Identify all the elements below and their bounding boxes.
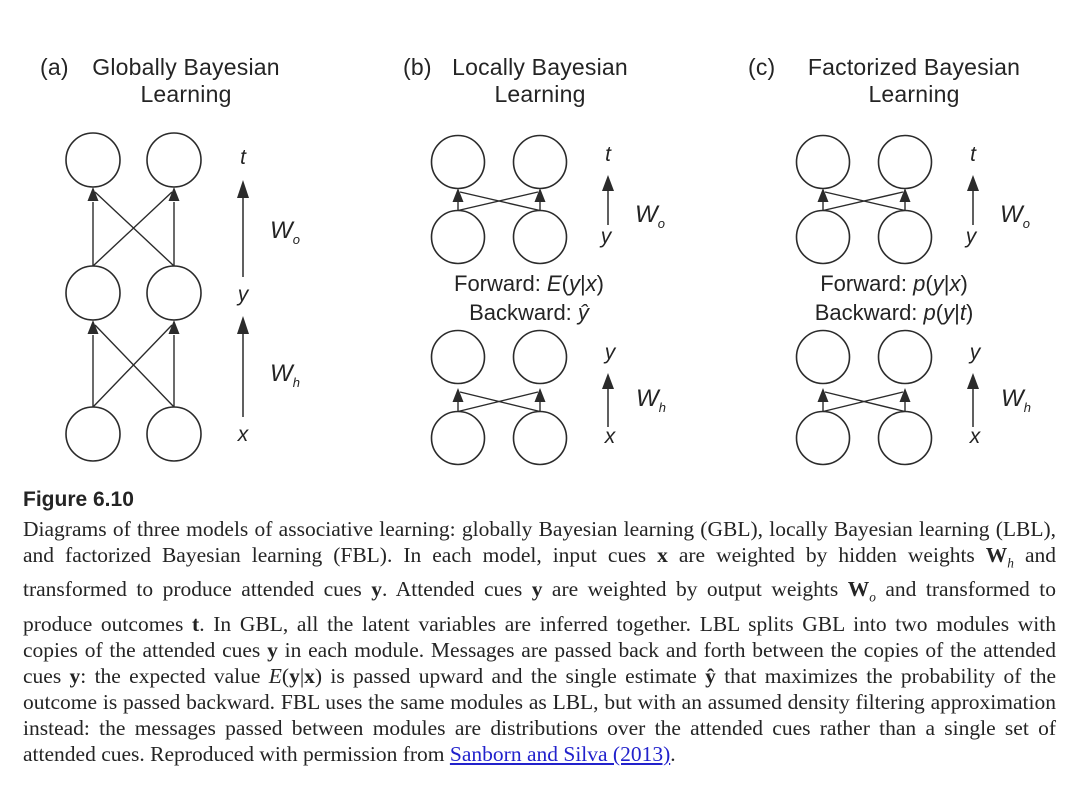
label-w-output: Wo <box>1000 201 1030 231</box>
panel-title-line1: Factorized Bayesian <box>807 54 1021 80</box>
weight-arrow-wh <box>602 373 614 427</box>
attended-nodes <box>65 265 202 321</box>
label-x: x <box>604 425 616 448</box>
label-t: t <box>240 146 246 169</box>
fbl-network-svg <box>795 134 979 466</box>
weight-arrow-wo <box>967 175 979 225</box>
weight-arrow-wo <box>237 180 249 277</box>
panel-title-line2: Learning <box>868 81 960 107</box>
outcome-nodes <box>65 132 202 188</box>
panel-title-text-fbl: Factorized Bayesian Learning <box>799 54 1029 108</box>
diagram-panel-lbl: t y y x Wo Wh <box>420 125 670 470</box>
panel-title-text-gbl: Globally Bayesian Learning <box>86 54 286 108</box>
panel-tag-b: (b) <box>403 54 432 80</box>
lower-module-arrows <box>457 391 541 413</box>
upper-module-arrows <box>457 191 541 212</box>
diagram-panel-gbl: t y x Wo Wh <box>40 125 310 470</box>
weight-arrow-wh <box>237 316 249 417</box>
label-w-hidden: Wh <box>1001 385 1031 415</box>
panel-title-lbl: (b) Locally Bayesian Learning <box>403 54 663 110</box>
weight-arrow-wh <box>967 373 979 427</box>
outcome-nodes <box>430 134 568 190</box>
panel-title-line2: Learning <box>494 81 586 107</box>
lower-module-arrowheads <box>452 388 546 402</box>
diagram-panel-fbl: t y y x Wo Wh <box>785 125 1035 470</box>
panel-title-line2: Learning <box>140 81 232 107</box>
attended-copy-lower-nodes <box>795 329 933 385</box>
input-nodes <box>795 410 933 466</box>
attended-copy-upper-nodes <box>430 209 568 265</box>
w-char: W <box>635 201 658 228</box>
attended-copy-lower-nodes <box>430 329 568 385</box>
label-t: t <box>605 143 611 166</box>
label-y-upper: y <box>600 225 612 248</box>
w-char: W <box>636 385 659 412</box>
w-sub-o: o <box>292 232 300 247</box>
fbl-backward-message: Backward: p(y|t) <box>814 300 974 325</box>
upper-module-arrowheads <box>452 188 546 202</box>
gbl-network-svg <box>65 132 249 462</box>
label-y-lower: y <box>969 341 981 364</box>
panel-title-gbl: (a) Globally Bayesian Learning <box>40 54 300 110</box>
attended-copy-upper-nodes <box>795 209 933 265</box>
figure-caption: Figure 6.10 Diagrams of three models of … <box>23 487 1056 767</box>
weight-arrow-wo <box>602 175 614 225</box>
arrowheads-upper <box>87 187 180 201</box>
label-y-lower: y <box>604 341 616 364</box>
lbl-forward-message: Forward: E(y|x) <box>454 271 604 296</box>
lbl-backward-message: Backward: ŷ <box>469 300 589 325</box>
figure-caption-body: Diagrams of three models of associative … <box>23 517 1056 766</box>
citation-link[interactable]: Sanborn and Silva (2013) <box>449 741 671 766</box>
w-char: W <box>1001 385 1024 412</box>
input-nodes <box>65 406 202 462</box>
w-sub-h: h <box>1023 400 1031 415</box>
lower-module-arrows <box>822 391 906 413</box>
panel-tag-c: (c) <box>748 54 776 80</box>
upper-module-arrowheads <box>817 188 911 202</box>
panel-title-fbl: (c) Factorized Bayesian Learning <box>748 54 1048 110</box>
label-w-output: Wo <box>635 201 665 231</box>
label-x: x <box>237 423 249 446</box>
hidden-to-output-arrows <box>92 191 175 267</box>
label-w-hidden: Wh <box>270 360 300 390</box>
lower-module-arrowheads <box>817 388 911 402</box>
label-y-upper: y <box>965 225 977 248</box>
w-sub-o: o <box>657 216 665 231</box>
upper-module-arrows <box>822 191 906 212</box>
label-x: x <box>969 425 981 448</box>
panel-tag-a: (a) <box>40 54 69 80</box>
panel-title-text-lbl: Locally Bayesian Learning <box>450 54 630 108</box>
panel-title-line1: Locally Bayesian <box>452 54 628 80</box>
label-y: y <box>237 283 249 306</box>
w-char: W <box>1000 201 1023 228</box>
lbl-network-svg <box>430 134 614 466</box>
fbl-forward-message: Forward: p(y|x) <box>820 271 968 296</box>
w-char: W <box>270 217 293 244</box>
w-char: W <box>270 360 293 387</box>
label-w-hidden: Wh <box>636 385 666 415</box>
outcome-nodes <box>795 134 933 190</box>
w-sub-o: o <box>1022 216 1030 231</box>
input-nodes <box>430 410 568 466</box>
label-w-output: Wo <box>270 217 300 247</box>
figure-caption-heading: Figure 6.10 <box>23 488 134 511</box>
label-t: t <box>970 143 976 166</box>
w-sub-h: h <box>292 375 300 390</box>
panel-title-line1: Globally Bayesian <box>92 54 280 80</box>
w-sub-h: h <box>658 400 666 415</box>
arrowheads-lower <box>87 320 180 334</box>
input-to-hidden-arrows <box>92 324 175 408</box>
